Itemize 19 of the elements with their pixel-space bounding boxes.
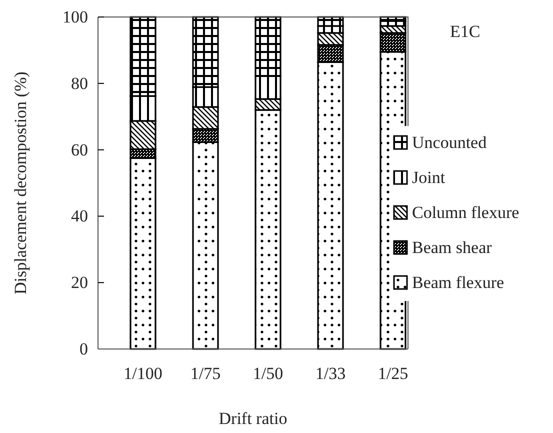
- y-tick-label: 80: [71, 74, 88, 93]
- legend-label: Beam flexure: [412, 273, 504, 292]
- x-tick-label: 1/75: [190, 364, 221, 384]
- y-tick-label: 40: [71, 206, 88, 226]
- y-axis-title: Displacement decompostion (%): [11, 72, 30, 294]
- legend-label: Uncounted: [412, 133, 488, 152]
- x-tick-label: 1/100: [124, 364, 162, 384]
- x-tick-label: 1/25: [378, 364, 408, 384]
- y-tick-label: 20: [71, 273, 88, 292]
- y-tick-label: 100: [62, 7, 88, 26]
- x-axis-title: Drift ratio: [218, 409, 288, 428]
- y-tick-label: 0: [80, 339, 88, 358]
- legend-label: Column flexure: [412, 203, 520, 222]
- y-tick-label: 60: [71, 140, 88, 160]
- legend-label: Beam shear: [412, 238, 492, 257]
- x-tick-label: 1/33: [315, 364, 346, 384]
- text: E1C: [450, 22, 480, 41]
- legend-label: Joint: [412, 168, 446, 187]
- x-tick-label: 1/50: [252, 364, 284, 384]
